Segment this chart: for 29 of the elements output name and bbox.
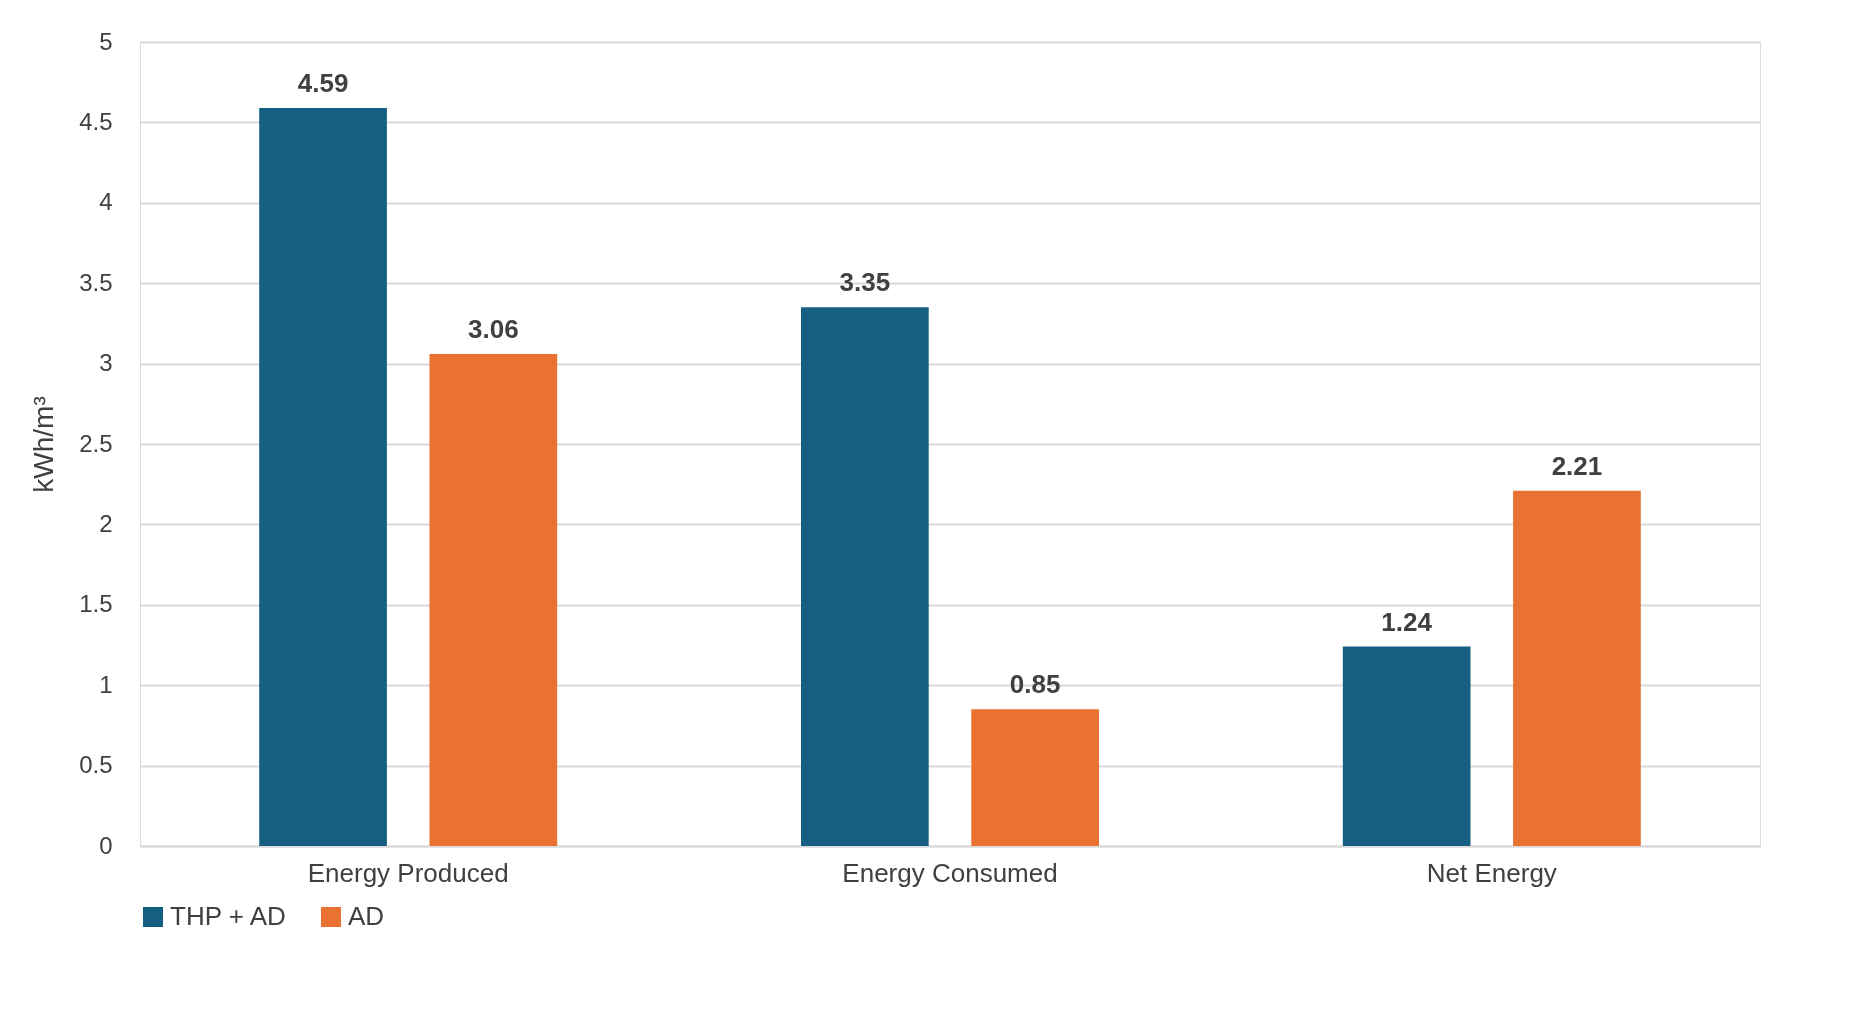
- y-tick-label: 2.5: [79, 429, 113, 457]
- y-tick-label: 3.5: [79, 268, 113, 296]
- y-tick-label: 4: [99, 188, 113, 216]
- legend-label: AD: [348, 901, 385, 931]
- bar: [801, 307, 929, 846]
- data-label: 2.21: [1551, 450, 1603, 481]
- data-label: 3.06: [468, 313, 519, 344]
- bar: [1342, 646, 1471, 846]
- bar: [971, 709, 1099, 846]
- data-label: 4.59: [297, 67, 349, 98]
- y-tick-label: 0: [99, 831, 113, 859]
- bar: [259, 107, 387, 846]
- y-tick-label: 5: [99, 27, 113, 55]
- y-tick-label: 1.5: [79, 590, 113, 618]
- y-tick-label: 3: [99, 349, 113, 377]
- legend-label: THP + AD: [170, 901, 286, 931]
- x-tick-label: Energy Produced: [307, 857, 509, 888]
- y-tick-label: 0.5: [79, 751, 113, 779]
- data-label: 3.35: [839, 267, 891, 298]
- y-axis-title: kWh/m³: [28, 396, 60, 493]
- x-tick-label: Energy Consumed: [842, 857, 1058, 888]
- y-tick-label: 1: [99, 670, 113, 698]
- data-label: 0.85: [1009, 669, 1061, 700]
- x-tick-label: Net Energy: [1426, 857, 1557, 888]
- bar: [429, 353, 558, 846]
- y-tick-label: 4.5: [79, 107, 113, 135]
- data-label: 1.24: [1381, 606, 1433, 637]
- y-tick-label: 2: [99, 509, 113, 537]
- bar: [1513, 490, 1641, 846]
